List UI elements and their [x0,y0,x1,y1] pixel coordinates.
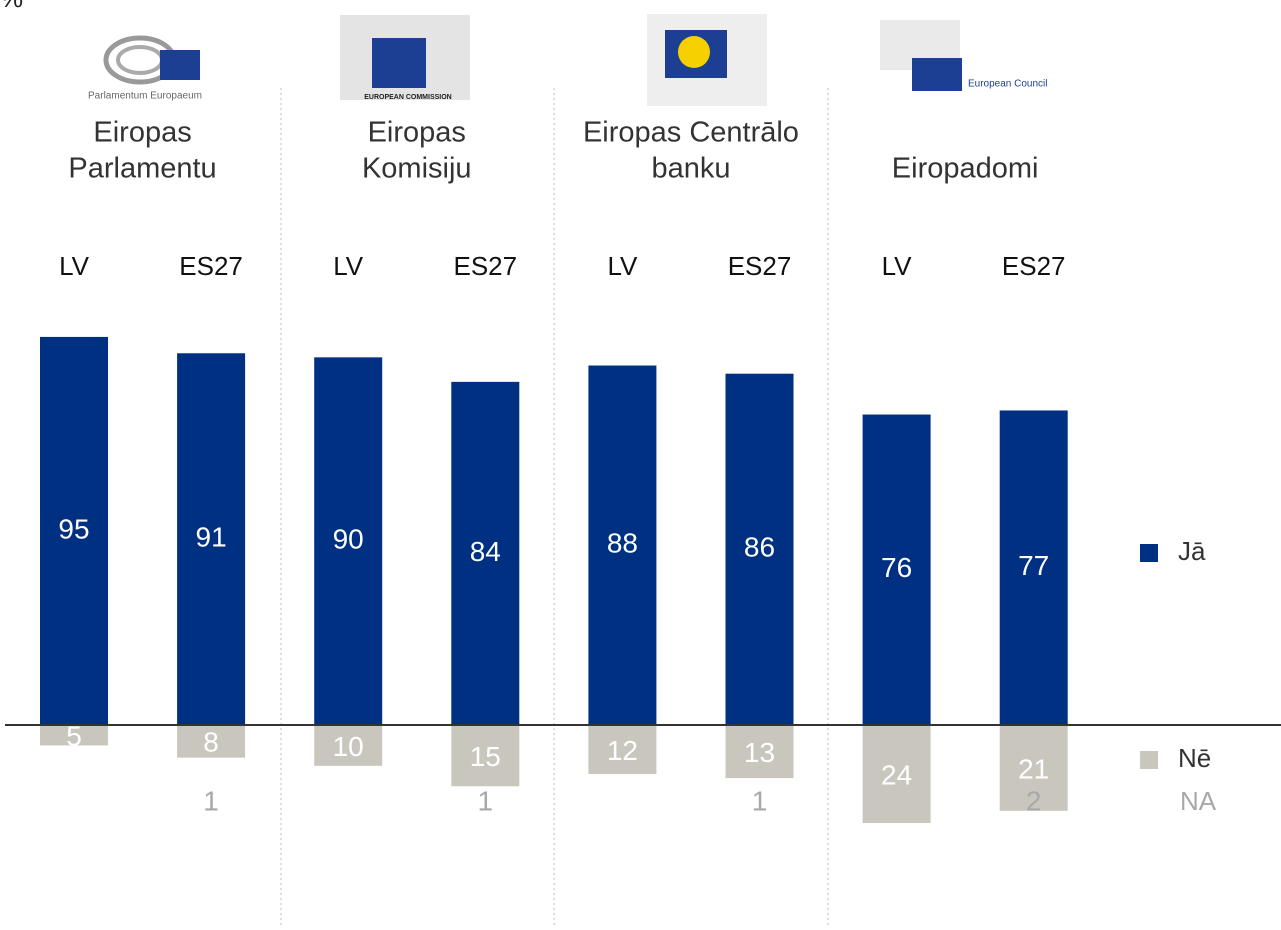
bar [451,381,520,725]
logo-ecb [647,14,767,106]
bar [40,336,108,725]
value-label: 84 [470,536,501,567]
group-title: Komisiju [362,153,472,185]
group-title: Eiropadomi [892,153,1039,185]
value-label: 1 [203,785,219,816]
logo-text: Parlamentum Europaeum [88,91,202,102]
logo-council: European Council [880,20,1048,91]
value-label: 90 [333,524,364,555]
value-label: 76 [881,552,912,583]
value-label: 13 [744,737,775,768]
value-label: 95 [58,513,89,544]
value-label: 1 [752,785,768,816]
bar [725,373,794,725]
bar [314,357,383,725]
value-label: 24 [881,759,912,790]
group-title: banku [651,153,730,185]
value-label: 8 [203,727,219,758]
value-label: 10 [333,731,364,762]
x-tick-label: LV [882,251,913,281]
bar [999,725,1068,811]
x-tick-label: LV [333,251,364,281]
value-label: 21 [1018,753,1049,784]
legend-label: Nē [1178,743,1211,773]
group-title: Parlamentu [68,153,216,185]
bar [588,365,657,725]
group-title: Eiropas [93,117,191,149]
bar [999,410,1068,725]
logo-text: EUROPEAN COMMISSION [364,94,452,101]
value-label: 86 [744,532,775,563]
value-label: 15 [470,741,501,772]
logo-commission: EUROPEAN COMMISSION [340,15,470,101]
x-tick-label: LV [59,251,90,281]
legend-swatch [1140,544,1158,562]
legend-label: Jā [1178,536,1206,566]
group-title: Eiropas Centrālo [583,117,799,149]
group-title: Eiropas [368,117,466,149]
value-label: 5 [66,721,82,752]
x-tick-label: ES27 [453,251,517,281]
legend-swatch [1140,751,1158,769]
bar [40,725,108,746]
bar [862,725,931,824]
x-tick-label: ES27 [1002,251,1066,281]
value-label: 77 [1018,550,1049,581]
bar [177,353,246,725]
x-tick-label: LV [607,251,638,281]
unit-label: % [0,0,23,13]
bar [451,725,520,787]
x-tick-label: ES27 [728,251,792,281]
value-label: 88 [607,528,638,559]
bar [725,725,794,779]
bar [177,725,246,758]
x-tick-label: ES27 [179,251,243,281]
logo-parliament: Parlamentum Europaeum [88,35,202,102]
value-label: 1 [478,785,494,816]
bar [862,414,931,725]
value-label: 2 [1026,785,1042,816]
logo-text: European Council [968,79,1048,90]
legend-label: NA [1180,786,1217,816]
bar [588,725,657,775]
value-label: 91 [196,522,227,553]
bar [314,725,383,766]
value-label: 12 [607,735,638,766]
